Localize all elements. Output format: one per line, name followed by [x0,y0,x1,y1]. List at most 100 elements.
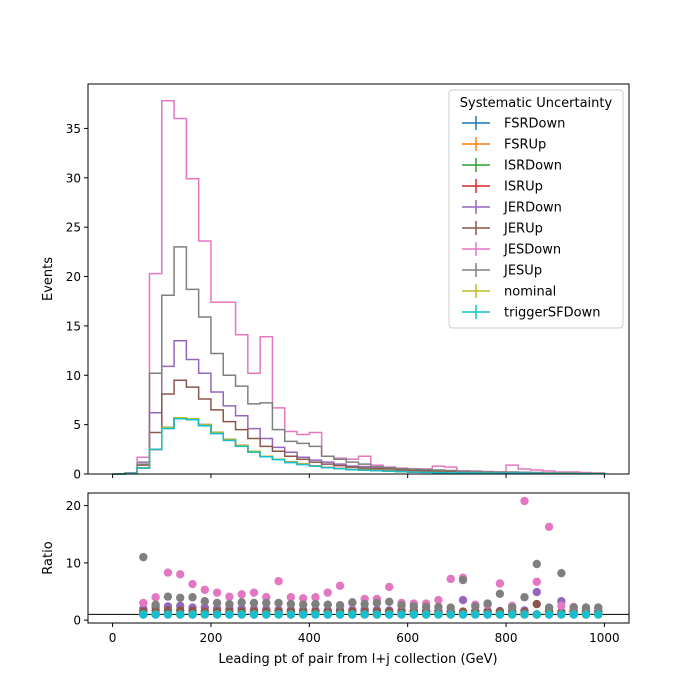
ratio-point-JESUp [483,599,492,608]
ratio-panel: 0 10 20 0 200 400 600 800 1000 Ratio Leading pt… [41,492,630,667]
legend-item-JESDown: JESDown [462,242,561,258]
ratio-point-triggerSFDown [421,610,431,619]
x-tick-label: 800 [495,631,518,645]
x-tick-label: 0 [109,631,117,645]
x-tick-label: 1000 [589,631,620,645]
ratio-point-JESUp [348,598,357,607]
ratio-point-triggerSFDown [225,610,234,619]
ratio-point-JESUp [434,602,443,612]
ratio-point-triggerSFDown [335,610,345,619]
histogram-y-tick-label: 35 [66,122,81,136]
ratio-point-triggerSFDown [212,610,222,619]
histogram-y-tick-label: 5 [73,418,81,432]
ratio-point-triggerSFDown [200,610,210,619]
ratio-point-triggerSFDown [323,610,332,619]
ratio-point-JESUp [581,603,591,612]
ratio-point-triggerSFDown [237,610,246,619]
ratio-point-JESDown [237,590,246,599]
legend-item-JERDown: JERDown [462,200,562,216]
x-axis-label: Leading pt of pair from l+j collection (… [218,652,497,667]
ratio-point-JESDown [298,594,308,603]
legend-item-FSRDown: FSRDown [462,116,565,132]
histogram-y-tick-label: 20 [66,270,81,284]
ratio-point-JESDown [163,568,173,577]
ratio-point-JESUp [262,598,271,608]
ratio-point-triggerSFDown [434,610,443,619]
ratio-series-JESUp [139,552,603,612]
ratio-point-triggerSFDown [581,610,591,619]
ratio-point-JESUp [298,600,308,609]
ratio-point-JESUp [495,589,505,598]
legend-item-ISRDown: ISRDown [462,158,562,174]
ratio-point-JESUp [594,603,603,612]
ratio-point-JESUp [458,575,468,585]
ratio-point-JESUp [520,593,529,602]
legend-label-JERUp: JERUp [503,222,543,237]
x-tick-label: 200 [200,631,223,645]
ratio-point-triggerSFDown [262,610,271,619]
ratio-point-JESUp [212,598,222,608]
legend-item-FSRUp: FSRUp [462,137,546,153]
ratio-point-JESDown [495,579,505,588]
ratio-point-JESUp [372,598,382,608]
legend-title: Systematic Uncertainty [460,96,613,111]
histogram-series-JESDown [112,100,606,475]
legend-label-ISRDown: ISRDown [504,159,562,174]
ratio-point-JESDown [557,601,566,611]
ratio-point-JESUp [323,600,332,609]
ratio-point-triggerSFDown [458,610,468,619]
ratio-point-JESDown [188,579,197,589]
ratio-point-JESUp [507,603,517,612]
ratio-point-JESDown [544,522,554,531]
legend-label-nominal: nominal [504,285,556,300]
ratio-point-JESUp [385,597,394,607]
ratio-point-JESUp [176,593,185,602]
ratio-point-JESUp [188,593,197,602]
legend-label-JESUp: JESUp [503,264,542,279]
histogram-x-ticks [112,474,605,478]
ratio-point-triggerSFDown [151,610,160,619]
ratio-point-JESDown [446,574,455,584]
ratio-point-JESDown [139,598,148,608]
ratio-point-triggerSFDown [311,610,320,619]
legend-label-triggerSFDown: triggerSFDown [504,306,600,321]
legend-box [448,89,624,329]
ratio-point-JESDown [225,592,234,601]
ratio-y-tick-label: 20 [66,499,81,513]
legend: Systematic Uncertainty FSRDown FSRUp ISRDo… [448,89,624,329]
ratio-point-triggerSFDown [298,610,308,619]
histogram-y-tick-label: 10 [66,369,81,383]
ratio-point-JESUp [249,598,259,608]
histogram-y-tick-label: 0 [73,468,81,482]
legend-item-triggerSFDown: triggerSFDown [462,305,600,321]
ratio-point-JESUp [569,603,578,612]
ratio-y-tick-label: 0 [73,614,81,628]
ratio-point-triggerSFDown [360,610,369,619]
x-tick-label: 600 [396,631,419,645]
ratio-point-JESUp [397,601,406,610]
ratio-point-JESUp [557,568,566,578]
ratio-point-JESUp [360,599,369,609]
ratio-point-triggerSFDown [163,610,173,619]
ratio-point-JESDown [151,593,160,602]
legend-label-JESDown: JESDown [503,243,561,258]
ratio-point-JESUp [311,599,320,609]
ratio-point-JESUp [409,602,419,611]
legend-label-FSRUp: FSRUp [504,138,546,153]
histogram-frame [87,83,630,475]
ratio-point-JESDown [520,496,529,506]
ratio-point-JERDown [532,587,541,597]
ratio-point-JESUp [139,552,148,562]
legend-item-JERUp: JERUp [462,221,543,237]
ratio-point-JESUp [446,603,455,612]
ratio-series-JESDown [139,496,603,612]
histogram-series-JESUp [112,246,606,475]
ratio-point-triggerSFDown [409,610,419,619]
ratio-point-JERDown [458,595,468,605]
ratio-x-ticks: 0 200 400 600 800 1000 [109,623,620,645]
ratio-point-triggerSFDown [446,610,455,619]
ratio-point-triggerSFDown [520,610,529,619]
ratio-y-ticks: 0 10 20 [66,499,88,628]
histogram-series-group [112,100,606,475]
ratio-point-JESDown [249,588,259,597]
